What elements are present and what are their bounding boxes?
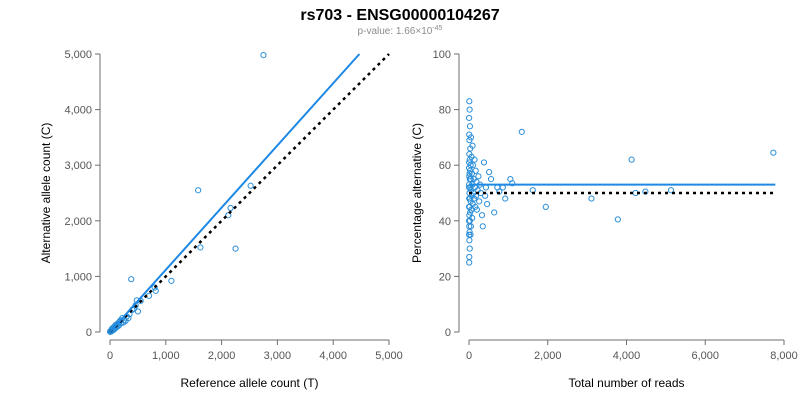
- y-axis-label: Percentage alternative (C): [410, 123, 424, 263]
- y-tick-label: 20: [439, 271, 451, 283]
- data-point: [466, 253, 473, 261]
- y-tick-label: 5,000: [64, 49, 92, 61]
- y-tick-label: 4,000: [64, 105, 92, 117]
- data-point: [260, 52, 267, 59]
- reference-line: [109, 53, 390, 333]
- data-point: [128, 276, 135, 283]
- x-tick-label: 1,000: [152, 350, 180, 362]
- data-point: [134, 308, 141, 315]
- x-tick-label: 0: [107, 350, 113, 362]
- data-point: [479, 223, 486, 230]
- y-tick-label: 1,000: [64, 271, 92, 283]
- data-point: [476, 198, 483, 205]
- data-point: [466, 195, 473, 202]
- data-point: [478, 212, 486, 219]
- x-axis-label: Total number of reads: [568, 376, 684, 390]
- data-point: [507, 176, 514, 183]
- data-point: [470, 176, 477, 183]
- data-point: [466, 237, 473, 244]
- plot-allele-counts: 0 1,000 2,000 3,000 4,000 5,000 0 1,000 2,000 3,0…: [39, 49, 403, 390]
- data-point: [152, 287, 159, 294]
- y-tick-label: 3,000: [64, 160, 92, 172]
- data-point: [491, 209, 498, 216]
- data-point: [465, 203, 473, 210]
- data-point: [466, 150, 473, 158]
- data-point: [197, 244, 204, 251]
- chart-title: rs703 - ENSG00000104267: [300, 7, 499, 24]
- y-tick-label: 80: [439, 105, 451, 117]
- data-point: [465, 164, 473, 172]
- x-tick-label: 2,000: [534, 350, 562, 362]
- data-point: [232, 245, 239, 252]
- x-tick-label: 8,000: [770, 350, 798, 362]
- y-axis-label: Alternative allele count (C): [39, 123, 53, 264]
- data-point: [227, 204, 234, 212]
- data-point: [614, 216, 621, 223]
- data-point: [466, 98, 473, 105]
- data-point: [770, 149, 777, 156]
- x-tick-label: 3,000: [264, 350, 292, 362]
- data-point: [502, 195, 509, 202]
- data-point: [168, 277, 175, 284]
- data-point: [588, 195, 595, 202]
- plot-percentage-alternative: 0 2,000 4,000 6,000 8,000 0 20 40 60 80 100 Total n…: [410, 49, 798, 390]
- chart-subtitle: p-value: 1.66×10-45: [358, 25, 443, 37]
- x-tick-label: 4,000: [613, 350, 641, 362]
- x-axis-label: Reference allele count (T): [180, 376, 318, 390]
- y-tick-label: 60: [439, 160, 451, 172]
- data-point: [466, 114, 473, 122]
- fit-line: [109, 53, 361, 333]
- y-tick-label: 40: [439, 216, 451, 228]
- data-point: [466, 131, 473, 138]
- data-point: [465, 217, 473, 224]
- data-point: [151, 284, 158, 291]
- data-point: [667, 187, 675, 194]
- data-point: [466, 123, 474, 130]
- data-point: [487, 176, 495, 183]
- data-point: [484, 201, 491, 208]
- y-tick-label: 0: [86, 327, 92, 339]
- data-point: [466, 106, 473, 113]
- data-point: [475, 173, 482, 180]
- x-tick-label: 0: [466, 350, 472, 362]
- data-point: [518, 128, 525, 135]
- data-point: [466, 173, 473, 180]
- data-point: [247, 182, 254, 189]
- y-tick-label: 100: [433, 49, 451, 61]
- subtitle-exponent: -45: [432, 25, 442, 32]
- data-point: [466, 259, 473, 266]
- x-tick-label: 5,000: [375, 350, 403, 362]
- data-point: [628, 156, 635, 163]
- data-point: [480, 159, 488, 166]
- data-point: [466, 245, 473, 252]
- data-point: [195, 187, 202, 194]
- data-point: [542, 203, 549, 210]
- data-point: [485, 169, 493, 176]
- y-tick-label: 2,000: [64, 216, 92, 228]
- data-point: [466, 231, 473, 238]
- x-tick-label: 6,000: [691, 350, 719, 362]
- x-tick-label: 4,000: [319, 350, 347, 362]
- subtitle-prefix: p-value: 1.66×10: [358, 26, 433, 37]
- x-tick-label: 2,000: [208, 350, 236, 362]
- y-tick-label: 0: [445, 327, 451, 339]
